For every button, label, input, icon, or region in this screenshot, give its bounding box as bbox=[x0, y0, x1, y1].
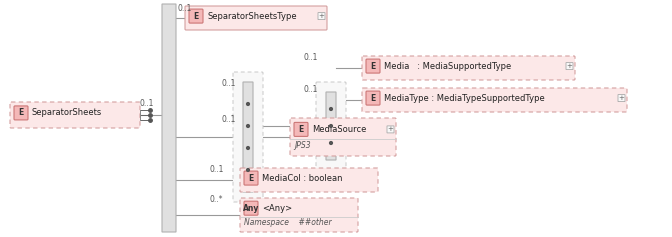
Text: E: E bbox=[370, 62, 376, 71]
Text: 0..*: 0..* bbox=[210, 195, 224, 204]
FancyBboxPatch shape bbox=[566, 63, 573, 70]
Text: +: + bbox=[319, 13, 325, 19]
Text: MediaSource: MediaSource bbox=[312, 125, 366, 134]
FancyBboxPatch shape bbox=[362, 88, 627, 112]
FancyBboxPatch shape bbox=[366, 59, 380, 73]
Text: E: E bbox=[249, 173, 253, 182]
Circle shape bbox=[329, 108, 333, 110]
Text: +: + bbox=[618, 95, 624, 101]
FancyBboxPatch shape bbox=[243, 82, 253, 192]
Circle shape bbox=[329, 125, 333, 128]
Text: +: + bbox=[566, 63, 573, 69]
Text: MediaType : MediaTypeSupportedType: MediaType : MediaTypeSupportedType bbox=[384, 94, 545, 103]
Text: SeparatorSheets: SeparatorSheets bbox=[32, 108, 102, 117]
Circle shape bbox=[247, 147, 249, 149]
FancyBboxPatch shape bbox=[185, 6, 327, 30]
FancyBboxPatch shape bbox=[240, 168, 378, 192]
Circle shape bbox=[247, 125, 249, 128]
Text: +: + bbox=[388, 126, 393, 132]
FancyBboxPatch shape bbox=[618, 95, 625, 102]
Circle shape bbox=[329, 141, 333, 144]
FancyBboxPatch shape bbox=[14, 106, 28, 120]
Text: Any: Any bbox=[243, 204, 259, 213]
Text: Media   : MediaSupportedType: Media : MediaSupportedType bbox=[384, 62, 511, 71]
Text: 0..1: 0..1 bbox=[210, 165, 224, 174]
FancyBboxPatch shape bbox=[326, 92, 336, 160]
FancyBboxPatch shape bbox=[290, 118, 396, 156]
Text: 0..1: 0..1 bbox=[303, 53, 317, 62]
FancyBboxPatch shape bbox=[318, 13, 325, 20]
Text: 0..1: 0..1 bbox=[140, 99, 155, 108]
Text: 0..1: 0..1 bbox=[222, 79, 237, 88]
Text: 0..1: 0..1 bbox=[222, 115, 237, 124]
FancyBboxPatch shape bbox=[387, 126, 394, 133]
FancyBboxPatch shape bbox=[10, 102, 140, 128]
Text: Namespace    ##other: Namespace ##other bbox=[244, 218, 331, 227]
FancyBboxPatch shape bbox=[244, 201, 258, 215]
FancyBboxPatch shape bbox=[362, 56, 575, 80]
FancyBboxPatch shape bbox=[240, 198, 358, 232]
Text: SeparatorSheetsType: SeparatorSheetsType bbox=[207, 12, 296, 21]
Circle shape bbox=[247, 169, 249, 171]
Text: E: E bbox=[18, 108, 24, 117]
FancyBboxPatch shape bbox=[316, 82, 346, 170]
Circle shape bbox=[247, 103, 249, 105]
Text: MediaCol : boolean: MediaCol : boolean bbox=[262, 173, 343, 182]
FancyBboxPatch shape bbox=[189, 9, 203, 23]
Text: E: E bbox=[370, 94, 376, 103]
FancyBboxPatch shape bbox=[233, 72, 263, 202]
Text: <Any>: <Any> bbox=[262, 204, 292, 213]
FancyBboxPatch shape bbox=[244, 171, 258, 185]
Text: 0..1: 0..1 bbox=[177, 4, 192, 13]
FancyBboxPatch shape bbox=[366, 91, 380, 105]
Text: E: E bbox=[298, 125, 304, 134]
FancyBboxPatch shape bbox=[294, 122, 308, 137]
Text: JPS3: JPS3 bbox=[294, 141, 310, 150]
Text: E: E bbox=[194, 12, 199, 21]
FancyBboxPatch shape bbox=[162, 4, 176, 232]
Text: 0..1: 0..1 bbox=[303, 85, 317, 94]
